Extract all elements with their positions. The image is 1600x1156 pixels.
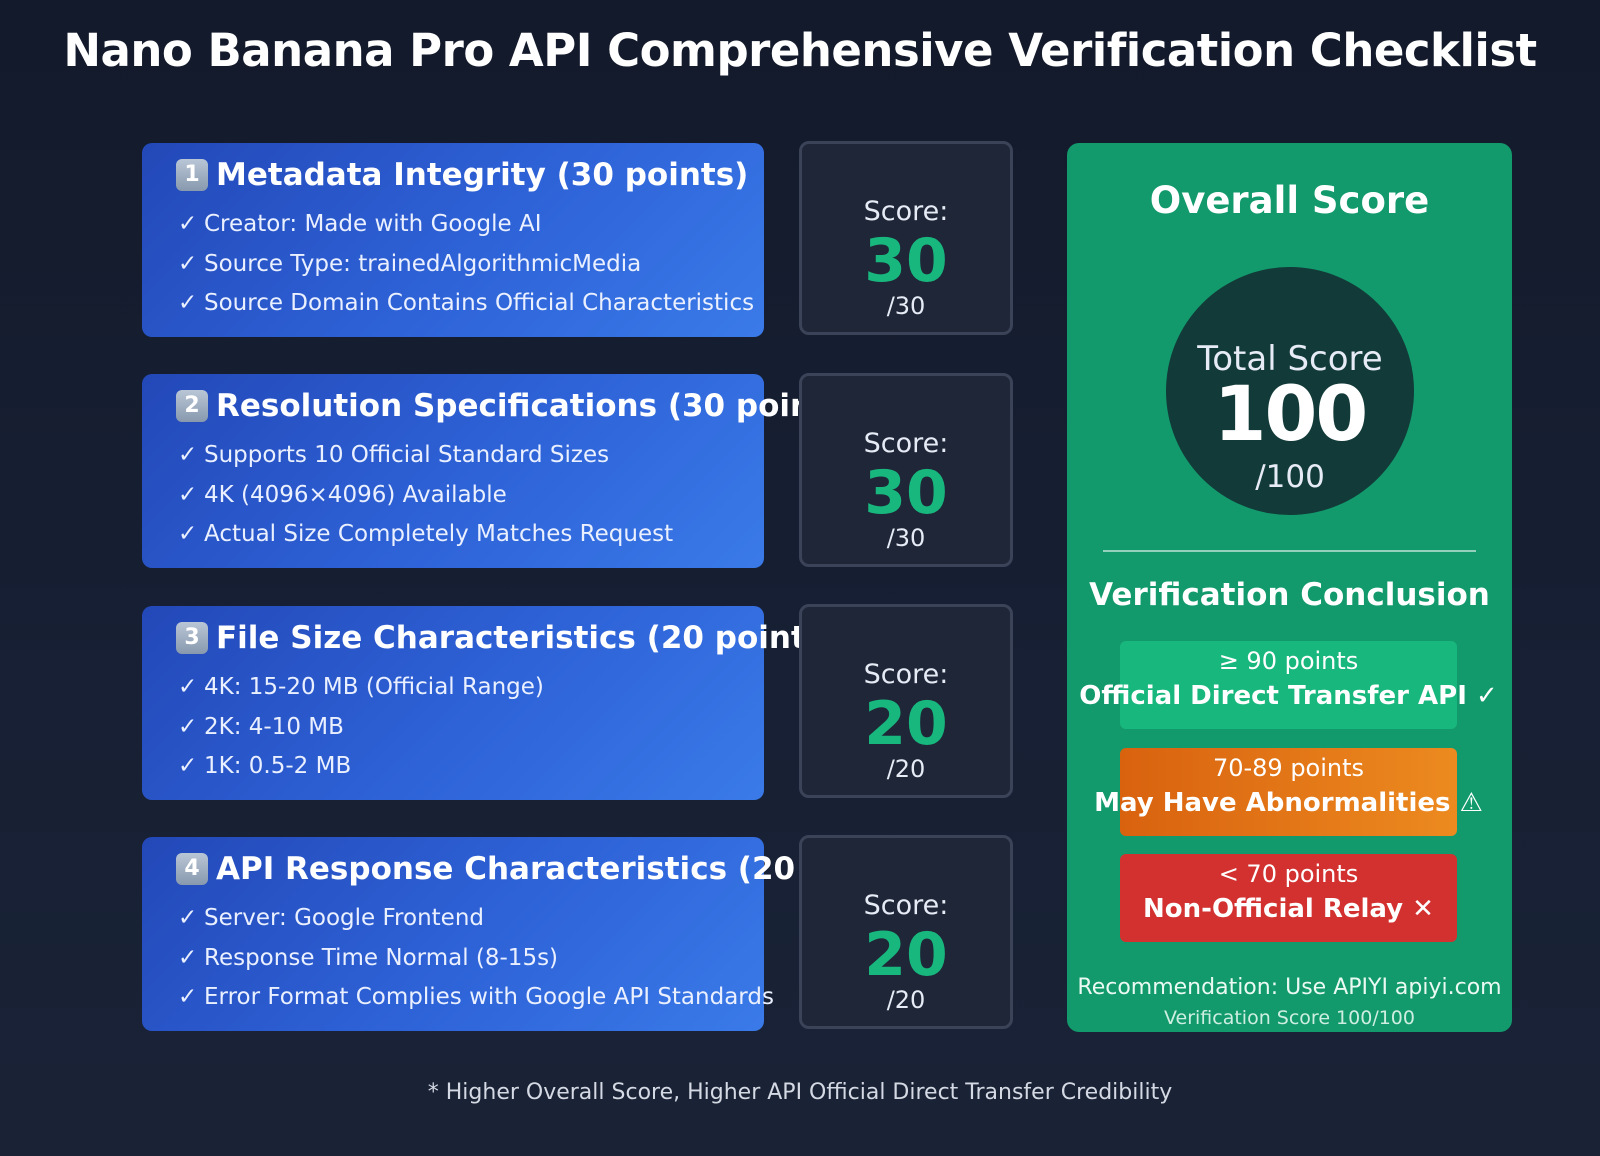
checklist: ✓ Creator: Made with Google AI ✓ Source Ty… <box>178 205 754 324</box>
total-score-max: /100 <box>1255 459 1325 495</box>
section-card-file-size: 3 File Size Characteristics (20 points) … <box>142 606 838 800</box>
checklist-item: ✓ 4K: 15-20 MB (Official Range) <box>178 668 544 708</box>
check-icon: ✓ <box>178 674 198 700</box>
verification-score-note: Verification Score 100/100 <box>1164 1007 1415 1029</box>
checklist: ✓ Supports 10 Official Standard Sizes ✓ 4K… <box>178 436 673 555</box>
score-label: Score: <box>863 196 949 227</box>
checklist-item: ✓ Response Time Normal (8-15s) <box>178 939 774 979</box>
check-icon: ✓ <box>178 521 198 547</box>
score-box-metadata: Score: 30 /30 <box>799 141 1013 335</box>
total-score-circle: Total Score 100 /100 <box>1166 267 1414 515</box>
checklist: ✓ 4K: 15-20 MB (Official Range) ✓ 2K: 4-10… <box>178 668 544 787</box>
check-icon: ✓ <box>178 713 198 740</box>
checklist: ✓ Server: Google Frontend ✓ Response Time … <box>178 899 774 1018</box>
score-value: 30 <box>864 226 948 296</box>
number-2-icon: 2 <box>176 390 208 422</box>
checklist-item: ✓ Actual Size Completely Matches Request <box>178 515 673 555</box>
recommendation: Recommendation: Use APIYI apiyi.com <box>1077 975 1502 1000</box>
score-label: Score: <box>863 659 949 690</box>
tier-non-official: < 70 points Non-Official Relay ✕ <box>1120 854 1457 942</box>
total-score-value: 100 <box>1213 369 1369 458</box>
score-value: 20 <box>864 920 948 990</box>
score-label: Score: <box>863 890 949 921</box>
check-icon: ✓ <box>178 290 198 316</box>
tier-range: < 70 points <box>1218 860 1359 888</box>
section-card-api-response: 4 API Response Characteristics (20 poin … <box>142 837 882 1031</box>
score-box-resolution: Score: 30 /30 <box>799 373 1013 567</box>
section-title-text: Resolution Specifications (30 points) <box>216 388 860 424</box>
check-icon: ✓ <box>178 753 198 779</box>
section-title-text: File Size Characteristics (20 points) <box>216 620 839 656</box>
score-max: /20 <box>886 755 926 783</box>
check-icon: ✓ <box>178 944 198 971</box>
checklist-item: ✓ Server: Google Frontend <box>178 899 774 939</box>
section-title: 2 Resolution Specifications (30 points) <box>176 388 860 424</box>
score-max: /30 <box>886 292 926 320</box>
check-icon: ✓ <box>178 481 198 508</box>
overall-title: Overall Score <box>1149 179 1430 222</box>
score-box-file-size: Score: 20 /20 <box>799 604 1013 798</box>
checklist-item: ✓ Supports 10 Official Standard Sizes <box>178 436 673 476</box>
score-value: 30 <box>864 458 948 528</box>
section-card-metadata: 1 Metadata Integrity (30 points) ✓ Creato… <box>142 143 764 337</box>
section-title: 1 Metadata Integrity (30 points) <box>176 157 748 193</box>
check-icon: ✓ <box>178 211 198 237</box>
number-4-icon: 4 <box>176 853 208 885</box>
tier-name: May Have Abnormalities ⚠ <box>1094 788 1483 818</box>
checklist-item: ✓ 4K (4096×4096) Available <box>178 476 673 516</box>
check-icon: ✓ <box>178 442 198 468</box>
footnote: * Higher Overall Score, Higher API Offic… <box>427 1080 1173 1105</box>
checklist-item: ✓ Source Domain Contains Official Charact… <box>178 284 754 324</box>
tier-official: ≥ 90 points Official Direct Transfer API… <box>1079 641 1498 729</box>
checklist-item: ✓ Creator: Made with Google AI <box>178 205 754 245</box>
section-title: 4 API Response Characteristics (20 poin <box>176 851 940 887</box>
tier-range: ≥ 90 points <box>1218 647 1359 675</box>
overall-score-panel: Overall Score Total Score 100 /100 Verif… <box>1067 143 1512 1032</box>
conclusion-title: Verification Conclusion <box>1089 577 1490 613</box>
number-3-icon: 3 <box>176 622 208 654</box>
section-title: 3 File Size Characteristics (20 points) <box>176 620 838 656</box>
score-box-api-response: Score: 20 /20 <box>799 835 1013 1029</box>
section-card-resolution: 2 Resolution Specifications (30 points) … <box>142 374 860 568</box>
total-score-label: Total Score <box>1197 339 1383 379</box>
tier-name: Official Direct Transfer API ✓ <box>1079 681 1498 711</box>
score-max: /20 <box>886 986 926 1014</box>
checklist-item: ✓ 2K: 4-10 MB <box>178 708 544 748</box>
score-value: 20 <box>864 689 948 759</box>
divider <box>1103 550 1476 552</box>
checklist-item: ✓ Error Format Complies with Google API S… <box>178 978 774 1018</box>
tier-range: 70-89 points <box>1212 754 1365 782</box>
check-icon: ✓ <box>178 905 198 931</box>
tier-abnormal: 70-89 points May Have Abnormalities ⚠ <box>1094 748 1483 836</box>
section-title-text: Metadata Integrity (30 points) <box>216 157 749 193</box>
check-icon: ✓ <box>178 984 198 1010</box>
page-title: Nano Banana Pro API Comprehensive Verifi… <box>63 24 1537 77</box>
checklist-item: ✓ Source Type: trainedAlgorithmicMedia <box>178 245 754 285</box>
check-icon: ✓ <box>178 250 198 277</box>
score-label: Score: <box>863 428 949 459</box>
tier-name: Non-Official Relay ✕ <box>1143 894 1434 924</box>
section-title-text: API Response Characteristics (20 poin <box>216 851 883 887</box>
number-1-icon: 1 <box>176 159 208 191</box>
score-max: /30 <box>886 524 926 552</box>
checklist-item: ✓ 1K: 0.5-2 MB <box>178 747 544 787</box>
